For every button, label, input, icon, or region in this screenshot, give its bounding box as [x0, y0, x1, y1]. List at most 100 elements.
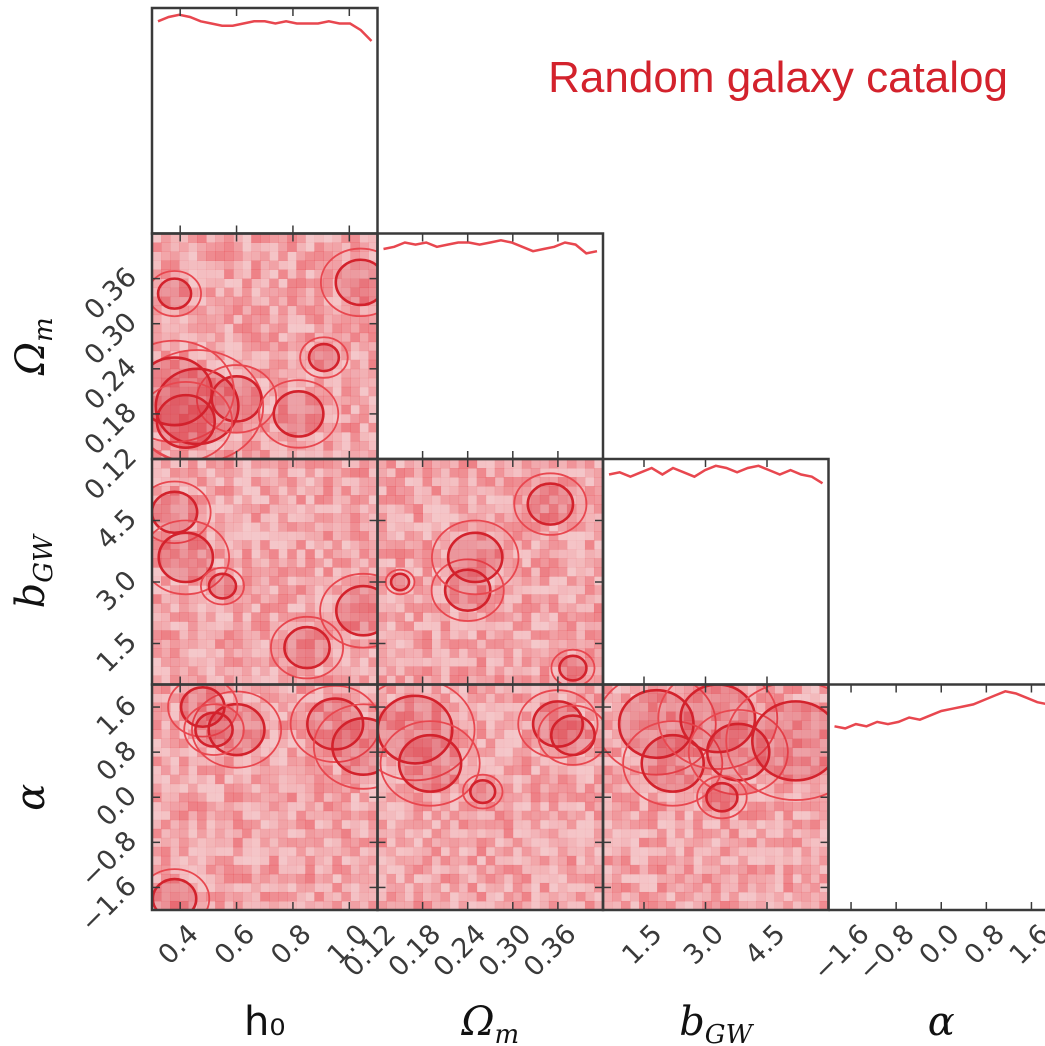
density-bin	[260, 531, 270, 541]
density-bin	[386, 612, 396, 622]
density-bin	[278, 459, 288, 469]
density-bin	[242, 513, 252, 523]
density-bin	[711, 819, 721, 830]
density-bin	[431, 486, 442, 496]
density-bin	[458, 801, 469, 812]
density-bin	[341, 864, 351, 875]
density-bin	[783, 882, 793, 893]
density-bin	[341, 612, 351, 622]
density-bin	[350, 621, 360, 631]
density-bin	[431, 900, 442, 910]
density-bin	[314, 558, 324, 568]
density-bin	[269, 531, 279, 541]
density-bin	[440, 594, 451, 604]
density-bin	[386, 684, 396, 694]
density-bin	[287, 783, 297, 794]
density-bin	[269, 855, 279, 866]
density-bin	[810, 837, 820, 848]
density-bin	[458, 891, 469, 902]
density-bin	[377, 630, 387, 640]
density-bin	[242, 440, 252, 451]
density-bin	[161, 630, 171, 640]
density-bin	[458, 882, 469, 893]
density-bin	[440, 576, 451, 586]
density-bin	[224, 386, 234, 397]
density-bin	[440, 747, 451, 758]
density-bin	[278, 296, 288, 307]
density-bin	[485, 540, 496, 550]
density-bin	[476, 756, 487, 767]
density-bin	[269, 603, 279, 613]
marginal-alpha	[834, 689, 1045, 730]
density-bin	[458, 729, 469, 740]
density-bin	[188, 332, 198, 343]
density-bin	[693, 900, 703, 910]
density-bin	[278, 711, 288, 721]
density-bin	[305, 549, 315, 559]
density-bin	[161, 900, 171, 910]
density-bin	[404, 684, 414, 694]
density-bin	[458, 693, 469, 703]
density-bin	[584, 477, 595, 487]
density-bin	[179, 305, 189, 316]
contour-inner	[306, 697, 365, 751]
density-bin	[206, 305, 216, 316]
density-bin	[566, 693, 577, 703]
density-bin	[251, 531, 261, 541]
density-bin	[621, 846, 631, 857]
density-bin	[152, 513, 162, 523]
density-bin	[359, 594, 369, 604]
density-bin	[386, 792, 396, 803]
density-bin	[359, 468, 369, 478]
density-bin	[332, 765, 342, 776]
density-bin	[675, 756, 685, 767]
density-bin	[350, 846, 360, 857]
density-bin	[224, 711, 234, 721]
density-bin	[242, 305, 252, 316]
density-bin	[170, 251, 180, 261]
density-bin	[711, 774, 721, 785]
density-bin	[350, 693, 360, 703]
density-bin	[197, 233, 207, 243]
density-bin	[359, 900, 369, 910]
density-bin	[765, 864, 775, 875]
density-bin	[233, 693, 243, 703]
density-bin	[395, 720, 405, 730]
density-bin	[296, 531, 306, 541]
density-bin	[296, 801, 306, 812]
density-bin	[765, 873, 775, 884]
density-bin	[422, 765, 433, 776]
density-bin	[197, 486, 207, 496]
density-bin	[287, 864, 297, 875]
density-bin	[684, 765, 694, 776]
contour-inner	[397, 733, 463, 793]
density-bin	[323, 495, 333, 505]
density-bin	[422, 666, 433, 676]
density-bin	[666, 747, 676, 758]
density-bin	[359, 756, 369, 767]
density-bin	[801, 783, 811, 794]
density-bin	[314, 413, 324, 424]
density-bin	[296, 314, 306, 325]
density-bin	[566, 765, 577, 776]
density-bin	[287, 702, 297, 712]
density-bin	[269, 540, 279, 550]
density-bin	[278, 639, 288, 649]
density-bin	[215, 747, 225, 758]
density-bin	[404, 801, 414, 812]
density-bin	[350, 873, 360, 884]
density-bin	[215, 819, 225, 830]
density-bin	[161, 332, 171, 343]
density-bin	[323, 819, 333, 830]
density-bin	[368, 395, 378, 406]
density-bin	[449, 666, 460, 676]
density-bin	[440, 486, 451, 496]
density-bin	[503, 828, 514, 839]
density-bin	[675, 819, 685, 830]
density-bin	[449, 486, 460, 496]
density-bin	[287, 368, 297, 379]
density-bin	[152, 377, 162, 388]
density-bin	[810, 684, 820, 694]
density-bin	[305, 449, 315, 459]
density-bin	[413, 558, 423, 568]
